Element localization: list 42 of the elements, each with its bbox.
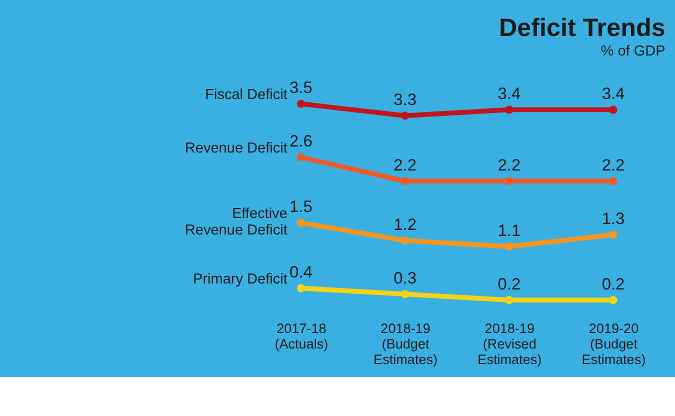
point [400,236,410,245]
point [296,218,305,227]
data-label: 2.2 [498,156,521,174]
point [296,284,305,292]
data-label: 0.2 [498,275,521,294]
point [296,153,305,162]
point [400,290,410,298]
series-label: Fiscal Deficit [205,86,288,103]
data-label: 1.2 [394,216,416,234]
data-label: 3.4 [602,85,625,104]
point [609,177,618,186]
point [609,106,618,114]
point [400,177,410,186]
series-label: Revenue Deficit [184,140,288,156]
point [609,296,618,304]
chart-title: Deficit Trends [498,14,666,42]
data-label: 2.2 [602,156,625,174]
series-label: Primary Deficit [193,271,288,288]
x-tick-label: 2018-19 (Revised Estimates) [478,320,542,367]
data-label: 1.3 [602,210,625,228]
point [609,230,618,239]
x-tick-label: 2018-19 (Budget Estimates) [374,320,438,367]
data-label: 0.3 [394,269,416,288]
point [505,177,514,186]
data-label: 1.5 [290,198,312,216]
point [400,112,410,120]
series-label: Effective Revenue Deficit [184,206,288,238]
data-label: 2.2 [394,156,416,174]
point [505,242,514,251]
point [296,100,305,108]
x-tick-label: 2017-18 (Actuals) [274,320,328,352]
x-tick-label: 2019-20 (Budget Estimates) [582,320,646,367]
data-label: 2.6 [290,132,312,151]
point [505,106,514,114]
data-label: 1.1 [498,222,521,240]
data-label: 3.5 [290,79,312,98]
data-label: 0.2 [602,275,625,294]
point [505,296,514,304]
data-label: 0.4 [290,264,312,282]
chart-subtitle: % of GDP [600,43,666,60]
data-label: 3.4 [498,85,521,104]
data-label: 3.3 [394,91,416,110]
